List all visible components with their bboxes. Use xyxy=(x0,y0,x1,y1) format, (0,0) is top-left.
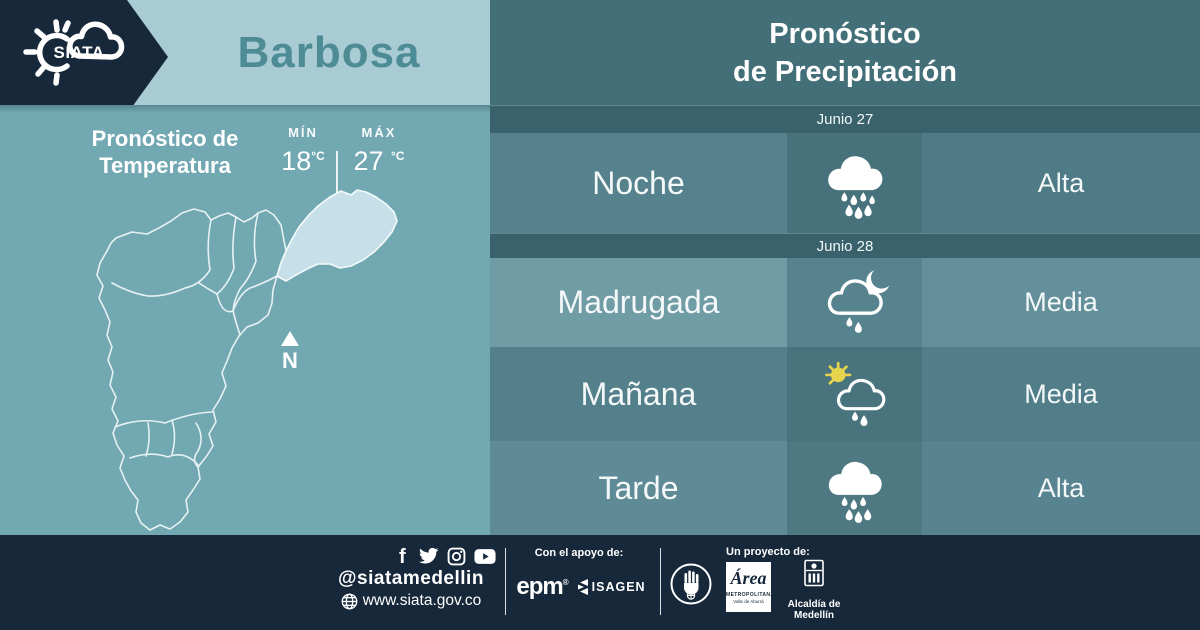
cloud-icon xyxy=(67,21,125,60)
forecast-row-tarde: Tarde Alta xyxy=(490,441,1200,535)
alcaldia-crest-icon xyxy=(804,559,824,587)
alcaldia-logo: Alcaldía de Medellín xyxy=(776,559,852,621)
isagen-logo: ISAGEN xyxy=(577,579,646,595)
page-title: Barbosa xyxy=(237,27,421,77)
north-arrow: N xyxy=(281,331,299,373)
svg-text:N: N xyxy=(282,348,298,373)
forecast-row-noche: Noche Alta xyxy=(490,133,1200,233)
globe-icon xyxy=(341,593,358,609)
highlighted-municipality xyxy=(276,189,398,282)
temperature-map-panel: Pronóstico de Temperatura MÍN 18°C MÁX 2… xyxy=(0,105,490,535)
footer: f @siatamedellin xyxy=(0,535,1200,630)
level-value: Media xyxy=(922,258,1200,347)
social-icons: f xyxy=(398,546,496,566)
facebook-icon[interactable]: f xyxy=(398,546,410,566)
social-handle[interactable]: @siatamedellin xyxy=(338,568,484,589)
isagen-mark-icon xyxy=(577,579,588,595)
area-metropolitana-logo: Área METROPOLITANA Valle de Aburrá xyxy=(726,562,771,612)
period-label: Noche xyxy=(490,133,787,233)
epm-logo: epm® xyxy=(516,573,569,600)
moon-icon xyxy=(865,269,889,293)
logo-wordmark: SIATA xyxy=(54,43,105,62)
youtube-icon[interactable] xyxy=(474,548,496,565)
aburra-valley-map: N xyxy=(96,189,398,531)
sun-rain-icon xyxy=(824,361,885,427)
heavy-rain-icon xyxy=(827,156,882,219)
date-band-junio-27: Junio 27 xyxy=(490,105,1200,133)
alcaldia-label: Alcaldía de Medellín xyxy=(787,599,841,621)
instagram-icon[interactable] xyxy=(447,547,466,566)
support-label: Con el apoyo de: xyxy=(534,547,624,559)
panel-shadow xyxy=(0,105,490,113)
level-value: Media xyxy=(922,347,1200,441)
siata-logo: SIATA xyxy=(0,0,172,116)
temperature-forecast: Pronóstico de Temperatura MÍN 18°C MÁX 2… xyxy=(60,119,430,193)
period-label: Madrugada xyxy=(490,258,787,347)
precipitation-header: Pronóstico de Precipitación xyxy=(490,0,1200,105)
svg-text:f: f xyxy=(399,546,406,566)
level-value: Alta xyxy=(922,441,1200,535)
website-row[interactable]: www.siata.gov.co xyxy=(330,592,492,610)
temperature-min: MÍN 18°C xyxy=(281,125,325,176)
partner-seal-logo xyxy=(669,562,713,611)
website-url: www.siata.gov.co xyxy=(362,592,482,609)
period-label: Mañana xyxy=(490,347,787,441)
project-label: Un proyecto de: xyxy=(726,546,810,558)
sun-icon xyxy=(824,361,851,385)
level-value: Alta xyxy=(922,133,1200,233)
period-label: Tarde xyxy=(490,441,787,535)
sun-icon xyxy=(23,19,71,86)
footer-divider xyxy=(505,548,506,615)
min-max-divider xyxy=(336,151,338,193)
temperature-max: MÁX 27 °C xyxy=(353,125,405,176)
moon-rain-icon xyxy=(827,269,889,333)
temperature-title: Pronóstico de Temperatura xyxy=(91,126,239,178)
heavy-rain-icon xyxy=(828,461,882,523)
forecast-row-madrugada: Madrugada Media xyxy=(490,258,1200,347)
footer-divider xyxy=(660,548,661,615)
date-band-junio-28: Junio 28 xyxy=(490,233,1200,258)
sponsor-logos: epm® ISAGEN xyxy=(512,565,650,609)
twitter-icon[interactable] xyxy=(418,547,439,565)
forecast-row-manana: Mañana Media xyxy=(490,347,1200,441)
